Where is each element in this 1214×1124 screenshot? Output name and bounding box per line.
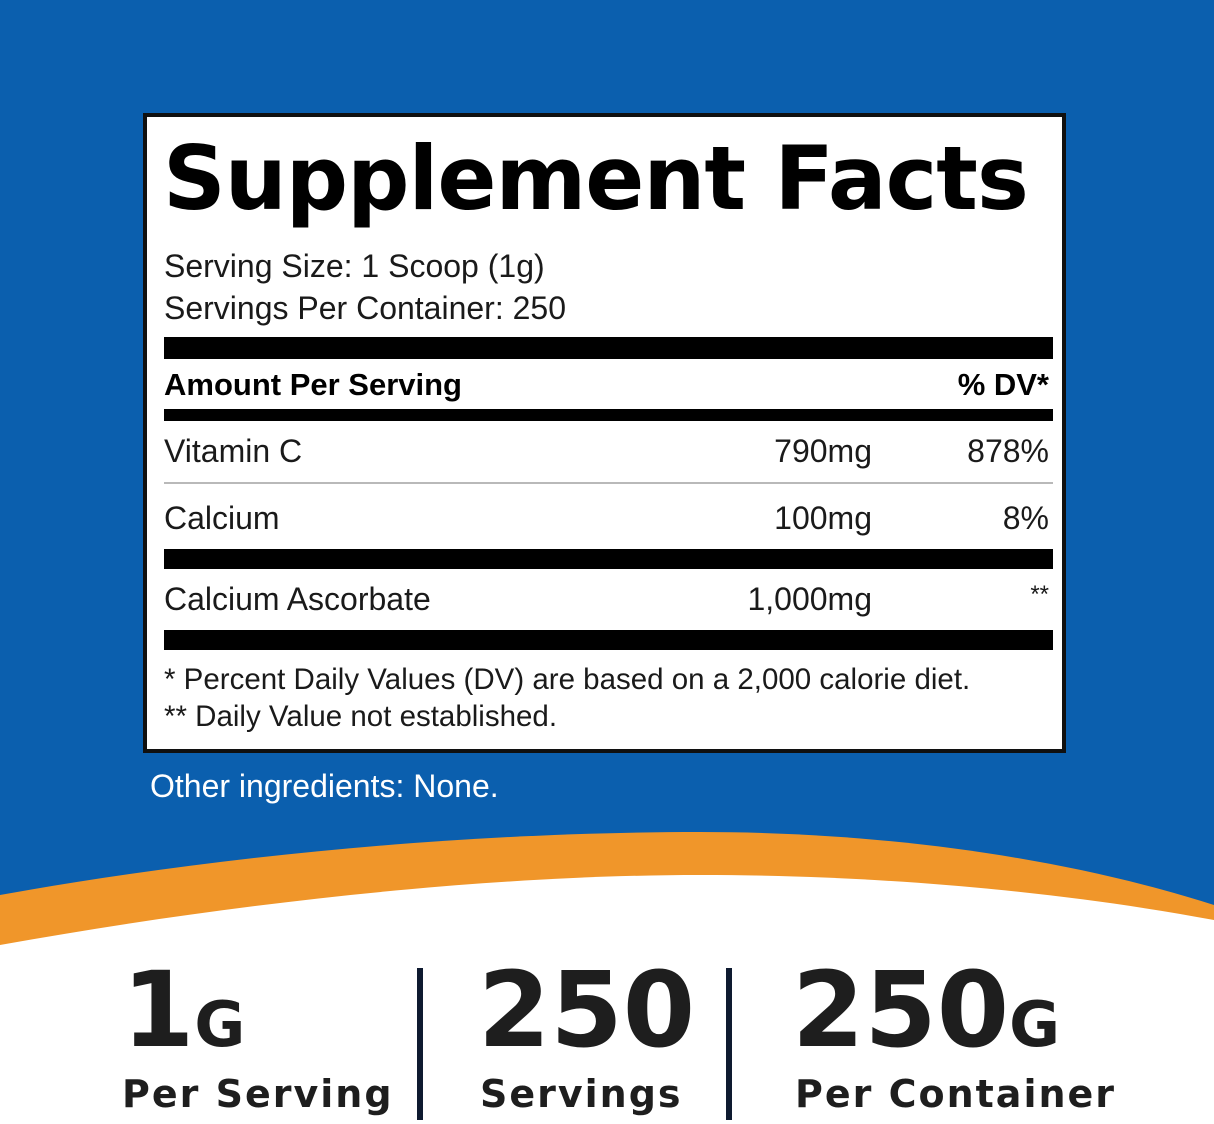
stat-container-size-label: Per Container bbox=[795, 1072, 1117, 1116]
stat-divider bbox=[726, 968, 732, 1120]
stat-servings: 250 bbox=[478, 949, 696, 1071]
footnote-not-established: ** Daily Value not established. bbox=[164, 700, 558, 733]
stat-divider bbox=[417, 968, 423, 1120]
footnote-dv: * Percent Daily Values (DV) are based on… bbox=[164, 663, 971, 696]
stat-container-size: 250G bbox=[792, 949, 1060, 1071]
stat-serving-size: 1G bbox=[122, 949, 246, 1071]
supplement-facts-panel: Supplement Facts Serving Size: 1 Scoop (… bbox=[143, 113, 1066, 753]
facts-title: Supplement Facts bbox=[163, 127, 1029, 230]
thick-divider bbox=[164, 630, 1053, 650]
dv-header: % DV* bbox=[957, 367, 1049, 402]
servings-per-container: Servings Per Container: 250 bbox=[164, 290, 566, 326]
medium-divider bbox=[164, 409, 1053, 421]
row-name-vitamin-c: Vitamin C bbox=[164, 433, 303, 469]
row-amount-vitamin-c: 790mg bbox=[774, 433, 872, 469]
row-amount-calcium: 100mg bbox=[774, 500, 872, 536]
thick-divider bbox=[164, 549, 1053, 569]
row-dv-calcium-ascorbate: ** bbox=[1030, 581, 1049, 608]
row-amount-calcium-ascorbate: 1,000mg bbox=[747, 581, 872, 617]
serving-size: Serving Size: 1 Scoop (1g) bbox=[164, 248, 545, 284]
thick-divider bbox=[164, 337, 1053, 359]
row-dv-calcium: 8% bbox=[1002, 500, 1049, 536]
stat-servings-label: Servings bbox=[480, 1072, 683, 1116]
row-name-calcium-ascorbate: Calcium Ascorbate bbox=[164, 581, 431, 617]
row-dv-vitamin-c: 878% bbox=[967, 433, 1049, 469]
other-ingredients: Other ingredients: None. bbox=[150, 768, 499, 804]
thin-divider bbox=[164, 482, 1053, 484]
amount-per-serving-header: Amount Per Serving bbox=[164, 367, 462, 402]
row-name-calcium: Calcium bbox=[164, 500, 280, 536]
stat-serving-size-label: Per Serving bbox=[122, 1072, 394, 1116]
